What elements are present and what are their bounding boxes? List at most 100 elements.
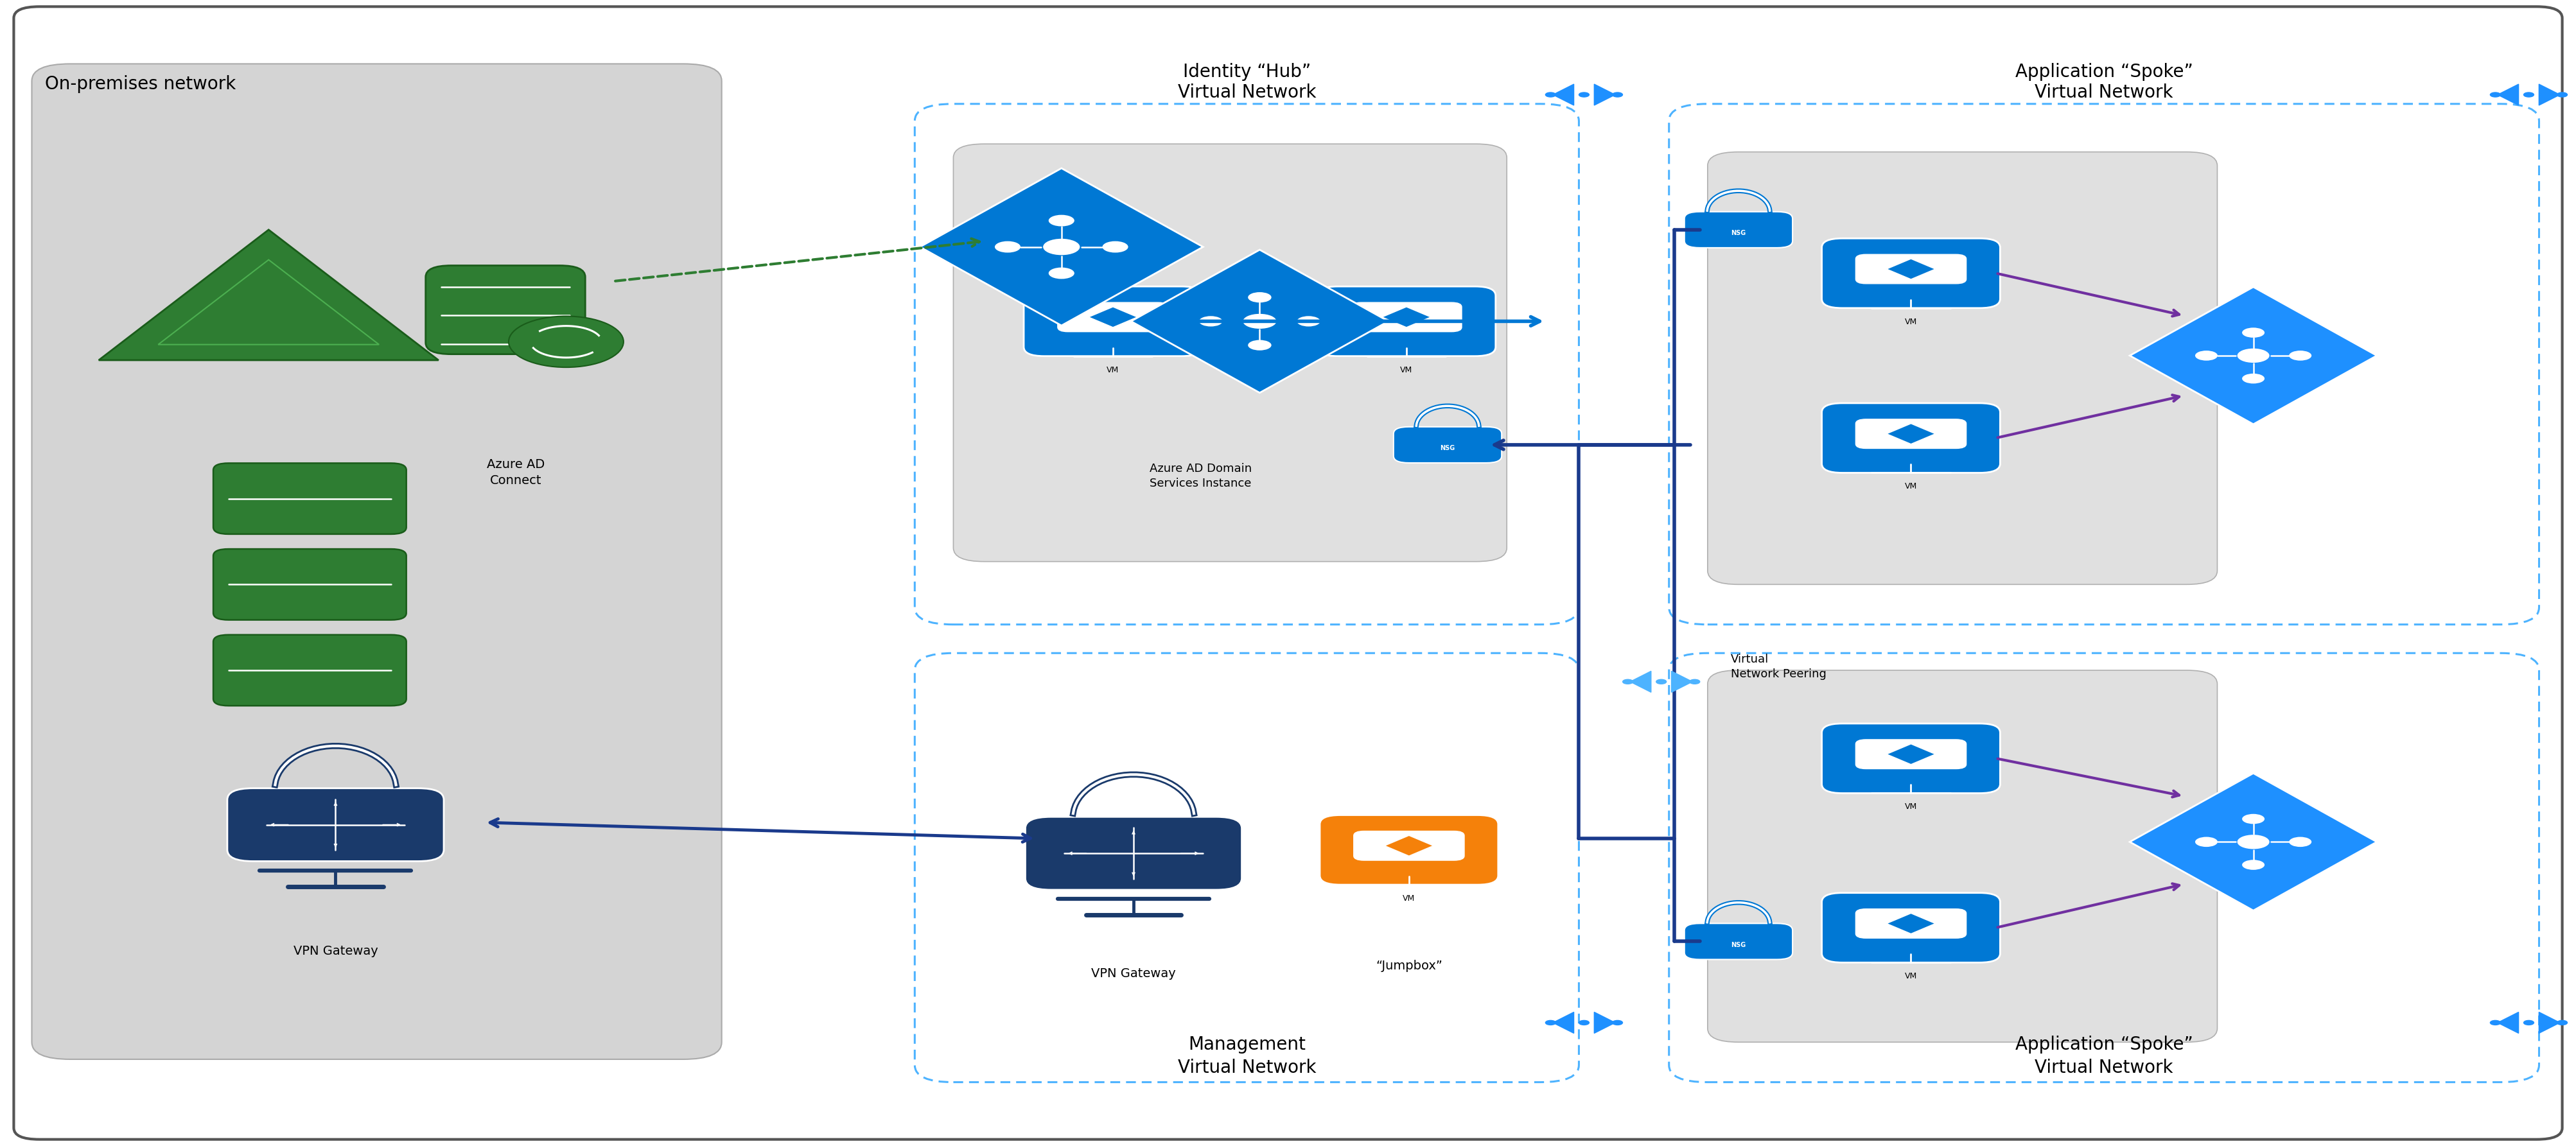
FancyBboxPatch shape [1821,893,1999,963]
Polygon shape [2540,84,2561,105]
Polygon shape [1553,84,1574,105]
Circle shape [1247,292,1273,303]
FancyBboxPatch shape [227,788,443,862]
Text: “Jumpbox”: “Jumpbox” [1376,959,1443,972]
FancyBboxPatch shape [1352,303,1461,331]
Text: Virtual Network: Virtual Network [1177,84,1316,102]
Polygon shape [2540,1012,2561,1034]
Circle shape [1613,1020,1623,1025]
Circle shape [2524,93,2535,97]
FancyBboxPatch shape [214,549,407,620]
FancyBboxPatch shape [1352,831,1463,861]
FancyBboxPatch shape [1059,303,1170,331]
Circle shape [2524,1020,2535,1025]
Circle shape [1623,680,1633,684]
Circle shape [2239,834,2269,849]
FancyBboxPatch shape [1319,815,1499,885]
Text: VM: VM [1401,366,1412,374]
FancyBboxPatch shape [1821,403,1999,473]
Circle shape [1048,214,1074,226]
Polygon shape [1886,424,1935,444]
Text: Virtual Network: Virtual Network [2035,1059,2174,1076]
Circle shape [1579,93,1589,97]
Circle shape [2558,1020,2568,1025]
Circle shape [1690,680,1700,684]
Circle shape [2195,837,2218,847]
Circle shape [1613,93,1623,97]
Polygon shape [1090,307,1136,328]
Circle shape [2491,93,2501,97]
Text: Azure AD
Connect: Azure AD Connect [487,458,544,486]
Polygon shape [1131,250,1388,393]
Text: VPN Gateway: VPN Gateway [294,944,379,957]
Circle shape [2195,351,2218,361]
FancyBboxPatch shape [214,635,407,706]
FancyBboxPatch shape [1708,152,2218,584]
Text: On-premises network: On-premises network [44,76,234,93]
Text: NSG: NSG [1731,942,1747,948]
Text: VPN Gateway: VPN Gateway [1092,967,1175,980]
Circle shape [1103,241,1128,252]
Circle shape [2558,93,2568,97]
FancyBboxPatch shape [31,64,721,1059]
Circle shape [2241,374,2264,384]
Polygon shape [1383,307,1430,328]
Text: VM: VM [1904,802,1917,811]
FancyBboxPatch shape [1855,419,1965,448]
Circle shape [2241,328,2264,338]
Text: Virtual Network: Virtual Network [2035,84,2174,102]
Text: VM: VM [1404,894,1414,903]
FancyBboxPatch shape [1025,817,1242,889]
Circle shape [1546,93,1556,97]
Text: Application “Spoke”: Application “Spoke” [2014,63,2192,81]
Circle shape [1579,1020,1589,1025]
FancyBboxPatch shape [425,266,585,354]
FancyBboxPatch shape [1023,286,1203,356]
Circle shape [994,241,1020,252]
FancyBboxPatch shape [1708,670,2218,1042]
Circle shape [1247,340,1273,351]
Polygon shape [920,168,1203,325]
FancyBboxPatch shape [1316,286,1497,356]
Polygon shape [1553,1012,1574,1034]
Text: NSG: NSG [1731,230,1747,236]
Polygon shape [1595,84,1615,105]
Circle shape [507,316,623,367]
Polygon shape [1886,744,1935,764]
Text: Management: Management [1188,1036,1306,1053]
Text: Virtual
Network Peering: Virtual Network Peering [1731,653,1826,680]
Polygon shape [1595,1012,1615,1034]
FancyBboxPatch shape [214,463,407,534]
Text: VM: VM [1108,366,1118,374]
Polygon shape [2499,1012,2519,1034]
Text: Virtual Network: Virtual Network [1177,1059,1316,1076]
Text: Identity “Hub”: Identity “Hub” [1182,63,1311,81]
FancyBboxPatch shape [1394,426,1502,463]
Text: VM: VM [1904,317,1917,325]
FancyBboxPatch shape [1821,723,1999,793]
Circle shape [2241,860,2264,870]
FancyBboxPatch shape [1855,739,1965,769]
Circle shape [1546,1020,1556,1025]
FancyBboxPatch shape [1855,254,1965,284]
Text: Azure AD Domain
Services Instance: Azure AD Domain Services Instance [1149,463,1252,489]
FancyBboxPatch shape [1821,238,1999,308]
Polygon shape [1672,672,1692,692]
Circle shape [2241,814,2264,824]
Circle shape [2290,837,2311,847]
Circle shape [1296,316,1321,327]
Polygon shape [2499,84,2519,105]
Circle shape [1244,314,1278,329]
FancyBboxPatch shape [1855,909,1965,939]
FancyBboxPatch shape [953,144,1507,562]
Text: Application “Spoke”: Application “Spoke” [2014,1036,2192,1053]
Polygon shape [98,229,438,360]
Polygon shape [2130,286,2378,424]
Polygon shape [1886,259,1935,280]
Circle shape [1198,316,1224,327]
Polygon shape [1886,913,1935,934]
Polygon shape [1386,835,1432,856]
FancyBboxPatch shape [1685,924,1793,959]
Circle shape [2491,1020,2501,1025]
Circle shape [1048,267,1074,278]
